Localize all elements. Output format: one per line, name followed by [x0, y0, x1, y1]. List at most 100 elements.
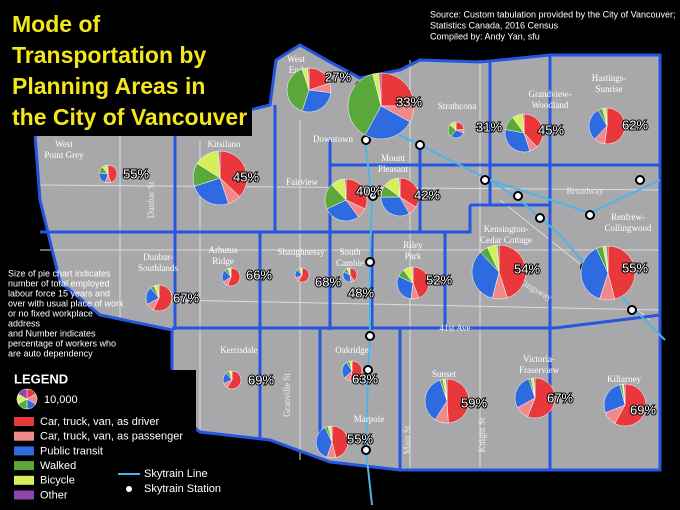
street-label: Broadway: [567, 186, 604, 196]
area-name: Cedar Cottage: [480, 235, 532, 245]
auto-dependency-label: 68%: [315, 274, 341, 289]
pie-slice: [445, 378, 448, 402]
pie-slice: [378, 72, 382, 107]
pie-slice: [411, 266, 414, 284]
auto-dependency-label: 67%: [547, 390, 573, 405]
station: [535, 213, 545, 223]
land: [35, 45, 660, 470]
station: [361, 445, 371, 455]
legend-swatch: [14, 475, 34, 485]
legend-box: [6, 370, 196, 505]
pie-slice: [315, 427, 333, 458]
pie-slice: [351, 360, 353, 372]
pie-slice: [605, 107, 608, 127]
pie-slice: [424, 379, 448, 420]
auto-dependency-label: 59%: [461, 395, 487, 410]
pie-slice: [412, 266, 430, 299]
legend-swatch: [14, 490, 34, 500]
area-name: Sunset: [432, 369, 457, 379]
legend-label: Car, truck, van, as passenger: [40, 431, 183, 443]
pie-slice: [504, 129, 531, 153]
pie-slice: [345, 178, 368, 210]
area-name: Point Grey: [44, 150, 84, 160]
pie-slice: [301, 89, 332, 113]
legend-title: LEGEND: [14, 371, 68, 386]
street-label: Granville St: [282, 373, 292, 417]
pie-slice: [471, 251, 500, 299]
auto-dependency-label: 45%: [233, 169, 259, 184]
auto-dependency-label: 45%: [538, 122, 564, 137]
title: the City of Vancouver: [12, 104, 247, 130]
pie-slice: [218, 150, 221, 179]
auto-dependency-label: 31%: [476, 119, 502, 134]
station: [361, 135, 371, 145]
pie-slice: [514, 378, 536, 408]
planning-boundary: [40, 55, 661, 470]
pie-slice: [349, 360, 363, 382]
station: [513, 191, 523, 201]
pie-slice: [17, 388, 28, 400]
area-name: Sunrise: [596, 84, 623, 94]
pie-slice: [580, 248, 609, 299]
pie-slice: [396, 275, 414, 300]
title: Planning Areas in: [12, 73, 205, 99]
street-label: Dunbar St: [146, 181, 156, 218]
auto-dependency-label: 55%: [347, 431, 373, 446]
area-name: Fairview: [286, 177, 318, 187]
auto-dependency-label: 48%: [348, 285, 374, 300]
pie-slice: [330, 425, 333, 443]
pie-slice: [533, 377, 536, 399]
area-name: Fraserview: [519, 365, 559, 375]
legend-swatch: [14, 431, 34, 441]
legend-label: Bicycle: [40, 475, 75, 487]
station: [365, 257, 375, 267]
pie-slice: [606, 245, 609, 274]
auto-dependency-label: 69%: [630, 402, 656, 417]
area-name: West: [287, 54, 305, 64]
pie-slice: [344, 178, 347, 201]
pie-slice: [380, 196, 410, 217]
area-name: Kerrisdale: [220, 345, 257, 355]
legend-swatch: [14, 417, 34, 426]
note: and Number indicates: [8, 328, 96, 338]
street-label: Main St: [402, 425, 412, 454]
source: Statistics Canada, 2016 Census: [430, 20, 559, 30]
pie-slice: [230, 267, 232, 278]
area-name: Grandview-: [529, 89, 572, 99]
auto-dependency-label: 63%: [352, 371, 378, 386]
area-name: South: [339, 247, 361, 257]
area-name: End: [289, 65, 304, 75]
legend-size-label: 10,000: [44, 394, 78, 406]
area-name: Southlands: [138, 263, 179, 273]
pie-slice: [527, 377, 556, 419]
skytrain-line: [359, 79, 374, 506]
pie-slice: [522, 113, 525, 134]
area-name: Pleasant: [378, 164, 408, 174]
auto-dependency-label: 66%: [246, 267, 272, 282]
auto-dependency-label: 42%: [414, 187, 440, 202]
area-name: Ridge: [212, 256, 234, 266]
area-name: Hastings-: [592, 73, 627, 83]
auto-dependency-label: 33%: [396, 94, 422, 109]
pie-slice: [497, 244, 500, 273]
pie-slice: [226, 370, 242, 390]
station: [415, 140, 425, 150]
pie-slice: [380, 72, 415, 107]
note: over with usual place of work: [8, 298, 124, 308]
pie-slice: [286, 68, 310, 112]
pie-slice: [307, 67, 310, 91]
area-name: Marpole: [354, 414, 385, 424]
pie-slice: [398, 177, 401, 198]
auto-dependency-label: 55%: [123, 166, 149, 181]
legend-swatch: [14, 446, 34, 456]
auto-dependency-label: 40%: [356, 183, 382, 198]
note: Size of pie chart indicates: [8, 268, 111, 278]
pie-slice: [231, 370, 233, 381]
pie-slice: [298, 267, 310, 283]
legend-swatch: [14, 461, 34, 471]
area-name: Riley: [403, 240, 423, 250]
area-name: West: [55, 139, 73, 149]
note: or no fixed workplace: [8, 308, 93, 318]
station: [627, 305, 637, 315]
station: [363, 365, 373, 375]
